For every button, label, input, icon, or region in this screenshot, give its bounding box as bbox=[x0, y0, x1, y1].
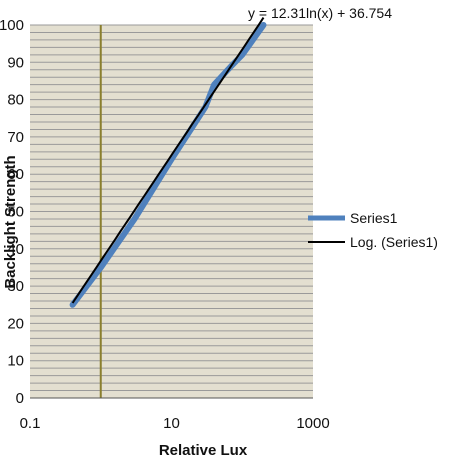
x-tick-label: 1000 bbox=[296, 415, 329, 432]
trendline-equation: y = 12.31ln(x) + 36.754 bbox=[248, 5, 392, 21]
y-tick-label: 100 bbox=[0, 17, 24, 34]
y-tick-label: 90 bbox=[7, 54, 24, 71]
series-line-series1 bbox=[69, 22, 267, 308]
y-tick-label: 20 bbox=[7, 315, 24, 332]
y-tick-label: 60 bbox=[7, 166, 24, 183]
y-tick-label: 70 bbox=[7, 129, 24, 146]
y-tick-label: 80 bbox=[7, 92, 24, 109]
y-tick-label: 30 bbox=[7, 278, 24, 295]
y-tick-labels: 0 10 20 30 40 50 60 70 80 90 100 bbox=[0, 17, 24, 407]
legend-trendline-label: Log. (Series1) bbox=[350, 234, 438, 250]
x-tick-label: 0.1 bbox=[20, 415, 41, 432]
x-tick-label: 10 bbox=[163, 415, 180, 432]
y-axis-title: Backlight Strength bbox=[2, 155, 19, 288]
gridlines bbox=[30, 24, 313, 392]
y-tick-label: 0 bbox=[16, 390, 24, 407]
y-tick-label: 10 bbox=[7, 353, 24, 370]
x-axis-title: Relative Lux bbox=[159, 442, 248, 459]
trendline bbox=[71, 17, 265, 304]
x-tick-labels: 0.1 10 1000 bbox=[20, 415, 330, 432]
chart-marks bbox=[69, 17, 267, 308]
y-tick-label: 40 bbox=[7, 241, 24, 258]
y-tick-label: 50 bbox=[7, 204, 24, 221]
legend-series1-label: Series1 bbox=[350, 210, 398, 226]
